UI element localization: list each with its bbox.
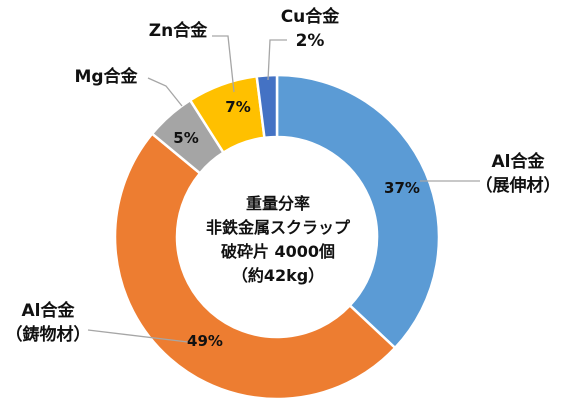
value-label-mg: 5%: [173, 129, 198, 147]
leader-line-cu: [267, 39, 287, 81]
value-label-zn: 7%: [225, 98, 250, 116]
center-line-3: 破砕片 4000個: [221, 242, 335, 261]
slice-al-wrought: [275, 73, 441, 350]
category-label-al-cast-1: （鋳物材）: [6, 324, 91, 345]
labels-layer: 37% Al合金 （展伸材） 49% Al合金 （鋳物材） 5% Mg合金 7% Zn合金 Cu合金…: [6, 6, 561, 350]
category-label-al-wrought-0: Al合金: [492, 151, 546, 172]
leader-line-mg: [147, 77, 183, 107]
center-line-1: 重量分率: [246, 194, 310, 213]
center-line-2: 非鉄金属スクラップ: [206, 218, 351, 237]
category-label-al-wrought-1: （展伸材）: [476, 175, 561, 196]
leader-line-al-cast: [87, 329, 189, 343]
category-label-cu-1: 2%: [296, 31, 325, 51]
slices-layer: [113, 73, 441, 401]
slice-al-cast: [113, 131, 397, 401]
center-text: 重量分率 非鉄金属スクラップ 破砕片 4000個 （約42kg）: [206, 194, 351, 285]
slice-cu: [255, 73, 279, 140]
category-label-al-cast-0: Al合金: [22, 300, 76, 321]
category-label-cu-0: Cu合金: [281, 6, 341, 27]
category-label-mg-0: Mg合金: [74, 66, 138, 87]
leader-line-zn: [212, 35, 235, 93]
category-label-zn-0: Zn合金: [149, 20, 208, 41]
value-label-al-wrought: 37%: [384, 179, 420, 197]
leader-lines: [87, 35, 480, 343]
value-label-al-cast: 49%: [187, 332, 223, 350]
center-line-4: （約42kg）: [232, 266, 324, 285]
